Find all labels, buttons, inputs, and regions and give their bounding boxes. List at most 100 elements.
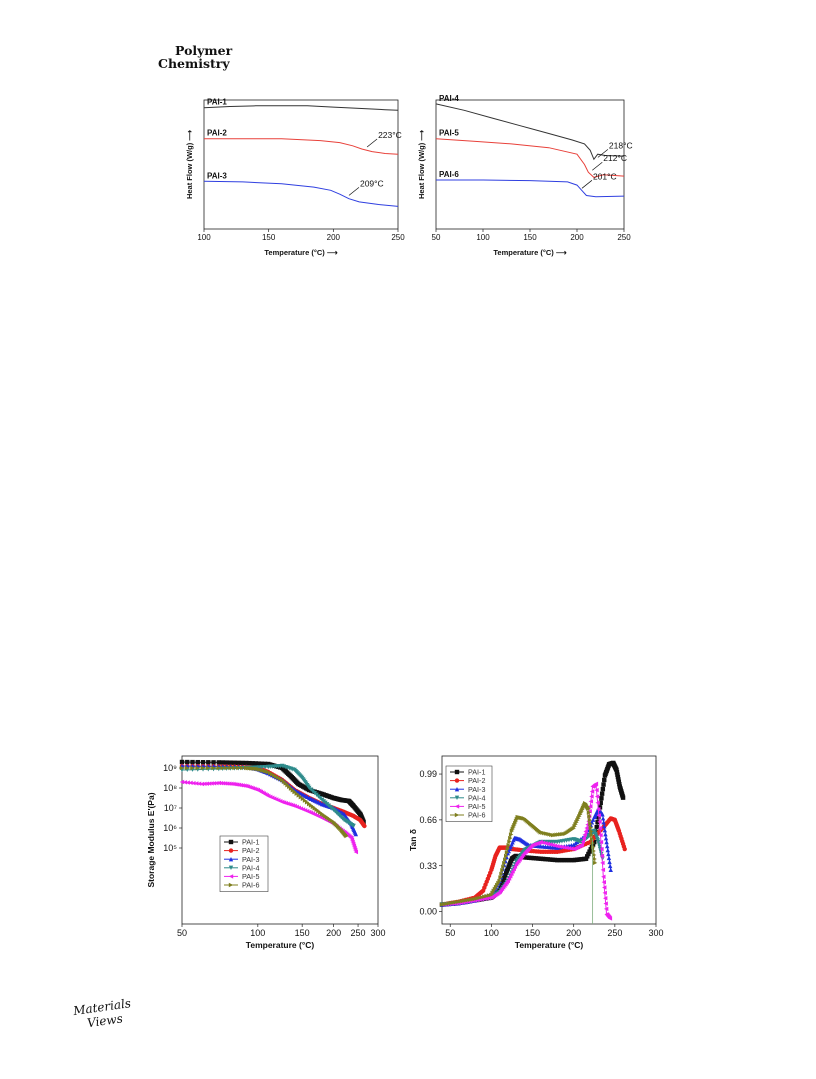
y-axis-label: Tan δ bbox=[408, 829, 418, 851]
y-tick-label: 0.33 bbox=[419, 861, 437, 871]
data-point bbox=[614, 767, 619, 773]
data-point bbox=[562, 845, 567, 850]
data-point bbox=[600, 867, 606, 873]
data-point bbox=[547, 857, 553, 862]
data-point bbox=[607, 863, 613, 869]
annotation-label: 209°C bbox=[360, 178, 384, 188]
data-point bbox=[557, 844, 562, 849]
data-point bbox=[538, 856, 543, 861]
legend-label: PAI-2 bbox=[242, 846, 259, 855]
data-point bbox=[597, 825, 603, 831]
data-point bbox=[195, 765, 200, 771]
annotation-arrow bbox=[597, 149, 609, 158]
plot-frame bbox=[181, 755, 379, 925]
y-tick-label: 0.99 bbox=[419, 769, 437, 779]
data-point bbox=[564, 845, 569, 851]
data-point bbox=[262, 761, 268, 767]
legend-label: PAI-1 bbox=[468, 768, 485, 777]
dsc-chart-right: 50 100 150 200 250 Temperature (°C) ⟶ Heat Flo… bbox=[417, 94, 633, 257]
annotation-label: 212°C bbox=[603, 153, 627, 163]
data-point bbox=[492, 886, 498, 892]
journal-name-line1: Polymer bbox=[175, 43, 233, 58]
x-tick-label: 150 bbox=[262, 233, 276, 242]
x-tick-label: 250 bbox=[617, 233, 631, 242]
x-tick-label: 50 bbox=[177, 928, 187, 938]
data-point bbox=[490, 890, 495, 896]
data-point bbox=[353, 831, 359, 837]
data-point bbox=[600, 812, 605, 817]
data-point bbox=[622, 846, 627, 852]
data-point bbox=[616, 777, 621, 782]
y-tick-label: 10⁸ bbox=[163, 783, 177, 793]
data-point bbox=[259, 761, 265, 766]
series-PAI-3: PAI-3 bbox=[203, 171, 399, 207]
data-point bbox=[454, 804, 460, 809]
data-point bbox=[584, 825, 589, 831]
data-point bbox=[540, 856, 546, 862]
data-point bbox=[524, 855, 529, 860]
data-point bbox=[501, 864, 506, 869]
data-point bbox=[500, 868, 505, 873]
data-point bbox=[550, 857, 555, 862]
x-tick-label: 100 bbox=[250, 928, 265, 938]
x-tick-label: 150 bbox=[523, 233, 537, 242]
data-point bbox=[444, 901, 449, 906]
data-point bbox=[240, 760, 245, 766]
data-point bbox=[505, 846, 511, 852]
data-point bbox=[498, 875, 503, 880]
legend-label: PAI-5 bbox=[468, 802, 485, 811]
x-tick-label: 100 bbox=[484, 928, 499, 938]
data-point bbox=[194, 781, 199, 786]
series-PAI-5: PAI-5 bbox=[435, 129, 625, 178]
data-point bbox=[470, 897, 475, 902]
data-point bbox=[185, 780, 190, 785]
data-point bbox=[195, 759, 200, 765]
data-point bbox=[545, 857, 551, 862]
annotation-label: 223°C bbox=[378, 130, 402, 140]
data-point bbox=[451, 900, 456, 905]
data-point bbox=[179, 779, 185, 785]
data-point bbox=[608, 867, 613, 873]
data-point bbox=[228, 760, 233, 765]
data-point bbox=[615, 774, 621, 780]
data-point bbox=[566, 846, 572, 851]
y-tick-label: 10⁷ bbox=[164, 803, 177, 813]
data-point bbox=[256, 765, 262, 770]
data-point bbox=[228, 882, 234, 888]
data-point bbox=[504, 850, 510, 855]
data-point bbox=[596, 839, 601, 845]
data-point bbox=[454, 812, 460, 818]
series-label: PAI-2 bbox=[207, 129, 227, 138]
data-point bbox=[599, 853, 605, 859]
x-tick-label: 300 bbox=[370, 928, 385, 938]
series-line bbox=[435, 103, 625, 161]
data-point bbox=[579, 842, 585, 848]
data-point bbox=[259, 765, 265, 770]
data-point bbox=[602, 890, 607, 896]
data-point bbox=[439, 902, 445, 907]
data-point bbox=[600, 860, 605, 866]
series-line bbox=[181, 765, 357, 835]
data-point bbox=[599, 791, 605, 796]
data-point bbox=[596, 806, 601, 812]
data-point bbox=[586, 806, 591, 811]
storage-modulus-chart: 50 100 150 200 250 300 10⁵ 10⁶ 10⁷ 10⁸ 10⁹ Temperat… bbox=[146, 755, 386, 950]
data-point bbox=[598, 832, 603, 838]
data-point bbox=[442, 901, 447, 907]
data-point bbox=[588, 821, 593, 827]
data-point bbox=[586, 851, 591, 857]
data-point bbox=[491, 888, 496, 894]
legend-label: PAI-2 bbox=[468, 776, 485, 785]
series-line bbox=[204, 138, 399, 155]
data-point bbox=[511, 866, 516, 872]
data-point bbox=[543, 856, 548, 862]
series-label: PAI-5 bbox=[439, 129, 459, 138]
data-point bbox=[596, 815, 601, 820]
data-point bbox=[531, 855, 536, 861]
data-point bbox=[501, 878, 506, 883]
y-tick-label: 0.66 bbox=[419, 815, 437, 825]
data-point bbox=[240, 783, 245, 788]
series-line bbox=[435, 138, 625, 178]
data-point bbox=[247, 760, 252, 766]
data-point bbox=[454, 787, 460, 792]
